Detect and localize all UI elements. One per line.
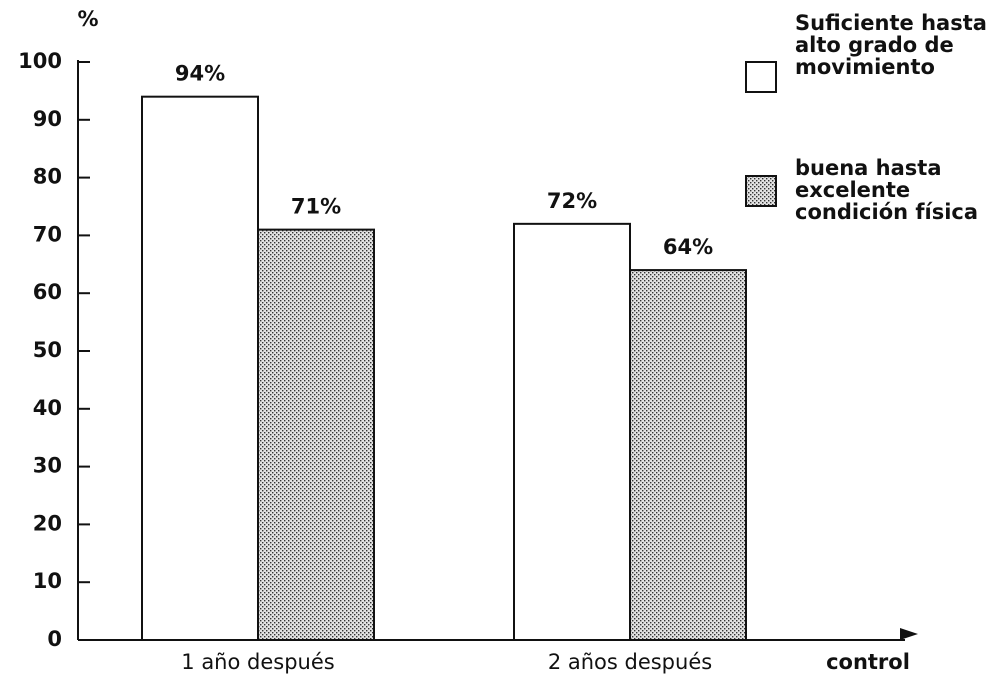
y-tick-label: 30	[33, 454, 62, 478]
y-tick-label: 100	[18, 49, 62, 73]
bar	[257, 228, 375, 641]
value-label: 71%	[291, 195, 341, 219]
bar	[141, 95, 259, 642]
axis-arrow	[900, 628, 918, 640]
bar	[513, 222, 631, 641]
y-tick-label: 50	[33, 338, 62, 362]
y-tick-label: 60	[33, 280, 62, 304]
y-tick-label: 20	[33, 511, 62, 535]
legend-label: Suficiente hasta alto grado de movimient…	[795, 11, 987, 79]
y-tick-label: 10	[33, 569, 62, 593]
y-tick-label: 0	[47, 627, 62, 651]
value-label: 72%	[547, 189, 597, 213]
value-label: 64%	[663, 235, 713, 259]
x-tick-label: 2 años después	[548, 650, 712, 674]
legend-label: buena hasta excelente condición física	[795, 156, 979, 224]
value-label: 94%	[175, 62, 225, 86]
y-tick-label: 80	[33, 165, 62, 189]
y-tick-label: 40	[33, 396, 62, 420]
x-tick-label: 1 año después	[181, 650, 334, 674]
y-tick-label: 90	[33, 107, 62, 131]
bar	[629, 269, 747, 641]
legend-swatch	[745, 61, 777, 93]
legend-swatch	[745, 175, 777, 207]
x-axis-label: control	[826, 650, 910, 674]
y-axis-label: %	[77, 7, 98, 31]
y-tick-label: 70	[33, 222, 62, 246]
